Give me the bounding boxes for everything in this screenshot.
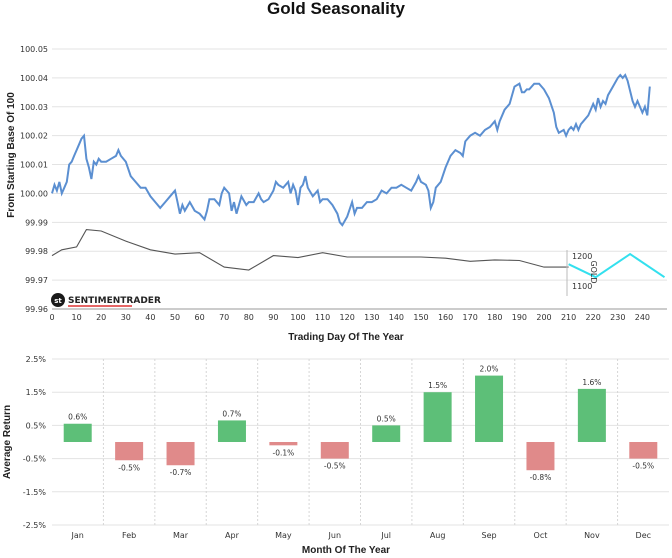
gold-axis-label: GOLD xyxy=(589,260,598,283)
month-tick-label: Oct xyxy=(534,531,548,540)
month-tick-label: Jul xyxy=(380,531,391,540)
top-x-tick-label: 110 xyxy=(315,313,330,322)
bar-dec xyxy=(629,442,658,459)
top-x-tick-label: 230 xyxy=(610,313,625,322)
month-tick-label: Mar xyxy=(173,531,189,540)
bar-value-label: 0.5% xyxy=(377,414,396,423)
top-x-tick-label: 210 xyxy=(561,313,576,322)
bar-value-label: -0.5% xyxy=(632,462,654,471)
top-grid xyxy=(52,48,667,310)
sentimentrader-logo: st SENTIMENTRADER xyxy=(51,293,161,307)
top-y-tick-label: 99.98 xyxy=(25,247,48,256)
top-x-tick-label: 90 xyxy=(268,313,278,322)
logo-text: SENTIMENTRADER xyxy=(68,296,161,306)
bottom-y-tick-label: 0.5% xyxy=(26,421,47,430)
gold-axis-tick-1200: 1200 xyxy=(572,252,592,261)
top-x-tick-label: 140 xyxy=(389,313,404,322)
bar-value-label: -0.7% xyxy=(170,468,192,477)
top-y-tick-label: 100.00 xyxy=(20,189,48,198)
month-tick-label: May xyxy=(275,531,292,540)
top-x-tick-label: 130 xyxy=(364,313,379,322)
top-x-tick-label: 160 xyxy=(438,313,453,322)
bar-value-label: 0.7% xyxy=(222,409,241,418)
top-y-tick-label: 99.96 xyxy=(25,305,48,314)
bottom-x-axis-label: Month Of The Year xyxy=(302,545,390,556)
top-x-tick-label: 60 xyxy=(195,313,205,322)
gold-axis: 1200 1100 GOLD xyxy=(566,250,598,296)
top-x-tick-label: 120 xyxy=(340,313,355,322)
bar-jul xyxy=(372,425,401,442)
top-x-axis-label: Trading Day Of The Year xyxy=(288,332,404,343)
top-x-tick-label: 70 xyxy=(219,313,229,322)
bottom-y-tick-label: 1.5% xyxy=(26,388,47,397)
bar-feb xyxy=(115,442,144,461)
chart-title: Gold Seasonality xyxy=(267,0,405,18)
top-y-axis-label: From Starting Base Of 100 xyxy=(6,92,17,218)
top-y-tick-label: 100.05 xyxy=(20,45,48,54)
bottom-y-tick-label: -1.5% xyxy=(23,488,47,497)
top-y-tick-label: 100.02 xyxy=(20,132,48,141)
bar-may xyxy=(269,442,298,446)
bar-apr xyxy=(217,420,246,442)
month-tick-label: Nov xyxy=(584,531,600,540)
bar-value-label: -0.1% xyxy=(272,448,294,457)
bar-nov xyxy=(577,388,606,442)
monthly-bars: 0.6% Jan -0.5% Feb -0.7% Mar 0.7% Apr -0.1% May -0… xyxy=(63,365,658,540)
top-x-tick-label: 80 xyxy=(244,313,254,322)
top-x-tick-label: 220 xyxy=(586,313,601,322)
bar-value-label: -0.5% xyxy=(118,463,140,472)
seasonality-line xyxy=(51,73,651,227)
bar-jun xyxy=(320,442,349,459)
top-y-tick-label: 100.03 xyxy=(20,103,48,112)
month-tick-label: Feb xyxy=(122,531,136,540)
bar-sep xyxy=(475,375,504,442)
bar-jan xyxy=(63,423,92,442)
month-tick-label: Dec xyxy=(636,531,651,540)
month-tick-label: Sep xyxy=(482,531,497,540)
bottom-y-tick-label: 2.5% xyxy=(26,355,47,364)
top-x-tick-label: 50 xyxy=(170,313,180,322)
bar-value-label: -0.5% xyxy=(324,462,346,471)
top-x-tick-label: 150 xyxy=(413,313,428,322)
month-tick-label: Apr xyxy=(225,531,240,540)
gold-axis-tick-1100: 1100 xyxy=(572,282,592,291)
bottom-grid xyxy=(52,358,669,526)
top-x-tick-label: 190 xyxy=(512,313,527,322)
month-tick-label: Jun xyxy=(328,531,342,540)
bottom-y-ticks: 2.5% 1.5% 0.5% -0.5% -1.5% -2.5% xyxy=(23,355,47,530)
top-y-ticks: 99.96 99.97 99.98 99.99 100.00 100.01 100.02 10… xyxy=(20,45,48,314)
bar-value-label: -0.8% xyxy=(530,473,552,482)
top-x-tick-label: 40 xyxy=(145,313,155,322)
top-x-tick-label: 20 xyxy=(96,313,106,322)
current-gold-line xyxy=(568,252,666,279)
top-x-tick-label: 0 xyxy=(49,313,54,322)
top-x-tick-label: 200 xyxy=(536,313,551,322)
top-x-tick-label: 30 xyxy=(121,313,131,322)
top-x-tick-label: 100 xyxy=(290,313,305,322)
top-y-tick-label: 100.01 xyxy=(20,161,48,170)
bar-value-label: 0.6% xyxy=(68,413,87,422)
bar-oct xyxy=(526,442,555,471)
bar-value-label: 1.5% xyxy=(428,381,447,390)
bottom-y-tick-label: -2.5% xyxy=(23,521,47,530)
top-y-tick-label: 100.04 xyxy=(20,74,48,83)
gold-price-line xyxy=(51,229,569,271)
month-tick-label: Aug xyxy=(430,531,446,540)
bar-aug xyxy=(423,392,452,442)
top-x-tick-label: 180 xyxy=(487,313,502,322)
svg-text:st: st xyxy=(54,297,62,305)
bottom-y-axis-label: Average Return xyxy=(2,405,13,479)
bar-value-label: 1.6% xyxy=(582,378,601,387)
bar-mar xyxy=(166,442,195,466)
top-y-tick-label: 99.97 xyxy=(25,276,48,285)
bottom-y-tick-label: -0.5% xyxy=(23,455,47,464)
top-x-tick-label: 170 xyxy=(463,313,478,322)
top-x-tick-label: 10 xyxy=(72,313,82,322)
top-y-tick-label: 99.99 xyxy=(25,218,48,227)
top-x-tick-label: 240 xyxy=(635,313,650,322)
bar-value-label: 2.0% xyxy=(480,365,499,374)
top-x-ticks: 0 10 20 30 40 50 60 70 80 90 100 110 120 130 140 150 160… xyxy=(49,313,650,322)
month-tick-label: Jan xyxy=(71,531,84,540)
